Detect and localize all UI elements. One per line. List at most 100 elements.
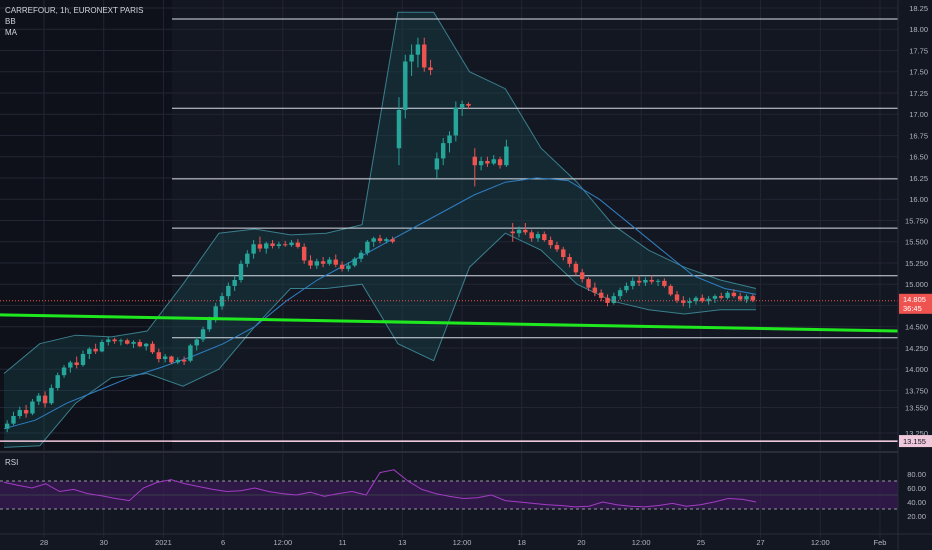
time-tick-label: 12:00 bbox=[811, 538, 830, 547]
candle bbox=[447, 135, 452, 144]
candle bbox=[156, 352, 162, 360]
countdown-label: 36:45 bbox=[903, 304, 922, 313]
time-tick-label: 12:00 bbox=[453, 538, 472, 547]
candle bbox=[150, 343, 155, 353]
candle bbox=[712, 296, 718, 299]
time-tick-label: 6 bbox=[221, 538, 225, 547]
candle bbox=[226, 285, 231, 297]
price-tick-label: 16.75 bbox=[909, 131, 928, 140]
candle bbox=[371, 238, 376, 242]
time-tick-label: 12:00 bbox=[273, 538, 292, 547]
marked-level-badge bbox=[899, 435, 932, 448]
candle bbox=[295, 242, 301, 247]
candle bbox=[125, 340, 130, 344]
candle bbox=[681, 300, 686, 303]
time-tick-label: 13 bbox=[398, 538, 406, 547]
candle bbox=[453, 107, 459, 136]
time-tick-label: 2021 bbox=[155, 538, 172, 547]
candle bbox=[264, 243, 269, 249]
rsi-tick-label: 80.00 bbox=[907, 470, 926, 479]
candle bbox=[535, 234, 541, 239]
candle bbox=[617, 290, 623, 297]
time-tick-label: 18 bbox=[518, 538, 526, 547]
candle bbox=[276, 244, 282, 246]
indicator-ma-label[interactable]: MA bbox=[5, 28, 17, 37]
price-tick-label: 17.25 bbox=[909, 89, 928, 98]
candle bbox=[251, 244, 256, 254]
candle bbox=[737, 296, 743, 300]
price-tick-label: 15.000 bbox=[905, 280, 928, 289]
rsi-tick-label: 40.00 bbox=[907, 498, 926, 507]
price-axis-bg bbox=[898, 0, 932, 550]
candle bbox=[561, 249, 566, 258]
candle bbox=[175, 359, 180, 363]
candle bbox=[504, 146, 509, 166]
candle bbox=[434, 158, 440, 170]
candle bbox=[339, 264, 345, 269]
time-tick-label: 25 bbox=[697, 538, 705, 547]
candle bbox=[207, 319, 212, 330]
rsi-title[interactable]: RSI bbox=[5, 458, 19, 467]
price-tick-label: 17.00 bbox=[909, 110, 928, 119]
candle bbox=[542, 234, 547, 241]
candle bbox=[245, 253, 250, 264]
candle bbox=[668, 285, 673, 295]
price-tick-label: 13.550 bbox=[905, 403, 928, 412]
candle bbox=[548, 240, 553, 246]
indicator-bb-label[interactable]: BB bbox=[5, 17, 16, 26]
candle bbox=[422, 44, 427, 68]
candle bbox=[491, 159, 496, 164]
candle bbox=[74, 362, 79, 365]
symbol-title: CARREFOUR, 1h, EURONEXT PARIS bbox=[5, 6, 144, 15]
candle bbox=[592, 287, 598, 293]
candle bbox=[573, 263, 579, 273]
candle bbox=[396, 109, 402, 149]
price-tick-label: 15.750 bbox=[905, 216, 928, 225]
candle bbox=[750, 296, 756, 301]
candle bbox=[719, 296, 724, 298]
candle bbox=[282, 244, 288, 246]
candle bbox=[611, 296, 617, 303]
candle bbox=[630, 280, 635, 286]
candle bbox=[4, 423, 10, 429]
time-tick-label: 12:00 bbox=[632, 538, 651, 547]
time-tick-label: Feb bbox=[874, 538, 887, 547]
candle bbox=[99, 342, 105, 352]
time-tick-label: 27 bbox=[756, 538, 764, 547]
price-tick-label: 13.250 bbox=[905, 429, 928, 438]
rsi-line bbox=[3, 469, 757, 508]
candle bbox=[143, 343, 149, 347]
price-tick-label: 16.25 bbox=[909, 174, 928, 183]
candle bbox=[516, 229, 522, 234]
candle bbox=[510, 231, 515, 234]
candle bbox=[112, 339, 117, 342]
candle bbox=[49, 387, 54, 404]
candle bbox=[87, 348, 92, 354]
candle bbox=[333, 259, 338, 265]
candle bbox=[649, 279, 654, 282]
candle bbox=[194, 339, 199, 346]
price-tick-label: 18.25 bbox=[909, 4, 928, 13]
candle bbox=[598, 292, 604, 298]
candle bbox=[693, 297, 699, 302]
candle bbox=[567, 257, 572, 264]
candle bbox=[459, 104, 465, 108]
candle bbox=[131, 342, 136, 344]
price-tick-label: 13.750 bbox=[905, 386, 928, 395]
candle bbox=[523, 229, 528, 233]
candle bbox=[200, 329, 206, 340]
current-price-label: 14.805 bbox=[903, 295, 926, 304]
candle bbox=[655, 280, 661, 282]
candle bbox=[352, 258, 357, 266]
session-shade bbox=[0, 0, 172, 450]
price-tick-label: 16.50 bbox=[909, 153, 928, 162]
candle bbox=[643, 279, 648, 283]
time-tick-label: 20 bbox=[577, 538, 585, 547]
candle bbox=[106, 339, 111, 343]
rsi-tick-label: 20.00 bbox=[907, 512, 926, 521]
candle bbox=[725, 292, 730, 298]
candle bbox=[42, 395, 48, 404]
candle bbox=[636, 280, 642, 283]
candle bbox=[700, 297, 705, 302]
